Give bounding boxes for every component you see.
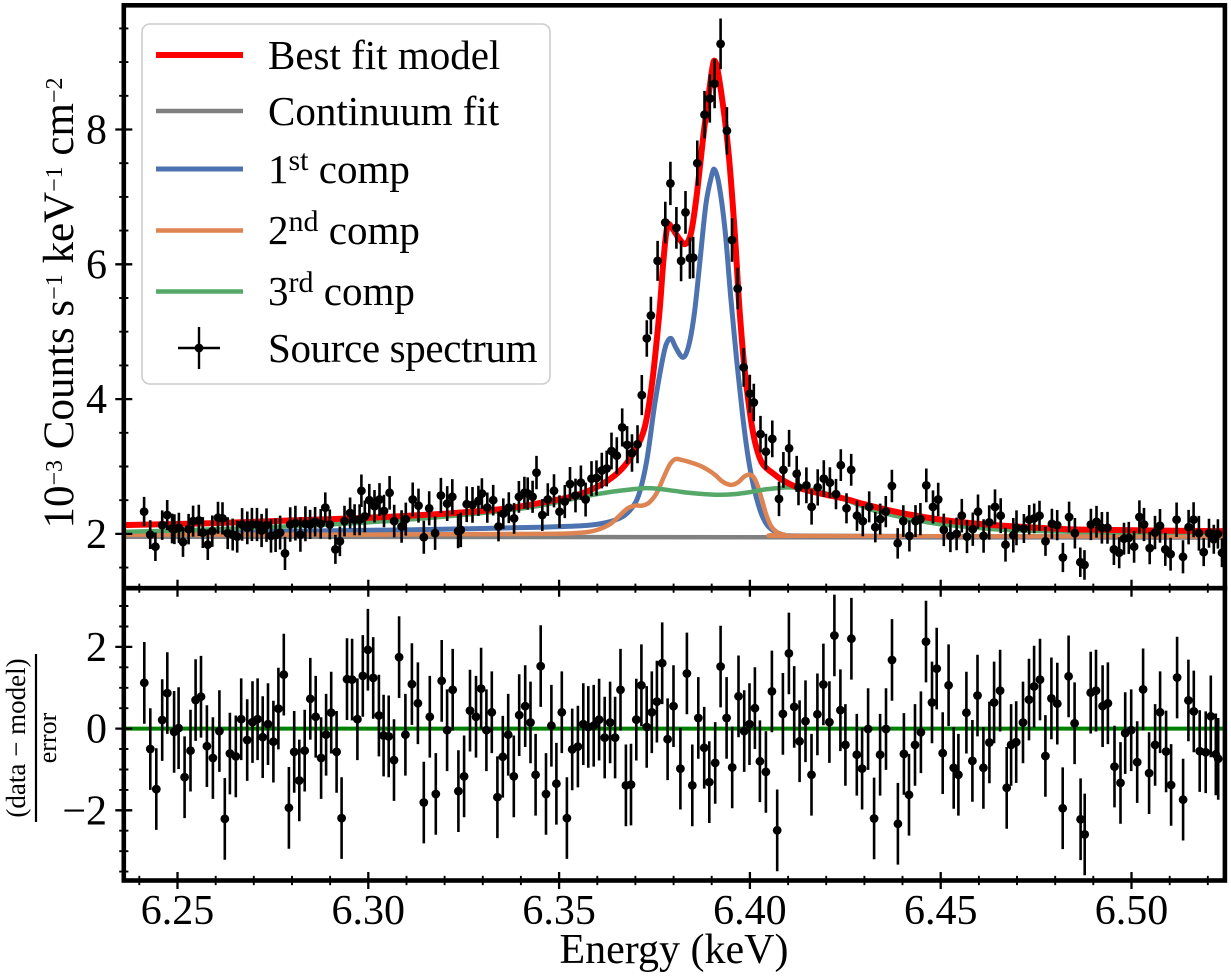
- svg-text:4: 4: [86, 377, 107, 423]
- svg-text:2nd comp: 2nd comp: [268, 205, 420, 253]
- svg-text:2: 2: [86, 512, 107, 558]
- svg-text:−2: −2: [62, 788, 107, 834]
- svg-text:0: 0: [86, 707, 107, 753]
- svg-text:6.40: 6.40: [713, 888, 787, 934]
- svg-text:6: 6: [86, 242, 107, 288]
- svg-text:6.25: 6.25: [141, 888, 215, 934]
- svg-text:10−3 Counts s−1 keV−1 cm−2: 10−3 Counts s−1 keV−1 cm−2: [36, 78, 83, 529]
- svg-text:8: 8: [86, 108, 107, 154]
- svg-text:6.50: 6.50: [1095, 888, 1169, 934]
- svg-text:6.35: 6.35: [522, 888, 596, 934]
- svg-text:error: error: [33, 712, 62, 763]
- svg-text:Energy (keV): Energy (keV): [560, 927, 789, 973]
- svg-text:1st comp: 1st comp: [268, 144, 410, 192]
- svg-text:(data − model): (data − model): [1, 658, 31, 817]
- svg-text:Source spectrum: Source spectrum: [268, 325, 538, 371]
- svg-text:Continuum fit: Continuum fit: [268, 88, 500, 134]
- svg-text:Best fit model: Best fit model: [268, 32, 500, 78]
- svg-text:6.30: 6.30: [332, 888, 406, 934]
- svg-text:6.45: 6.45: [904, 888, 978, 934]
- svg-text:2: 2: [86, 625, 107, 671]
